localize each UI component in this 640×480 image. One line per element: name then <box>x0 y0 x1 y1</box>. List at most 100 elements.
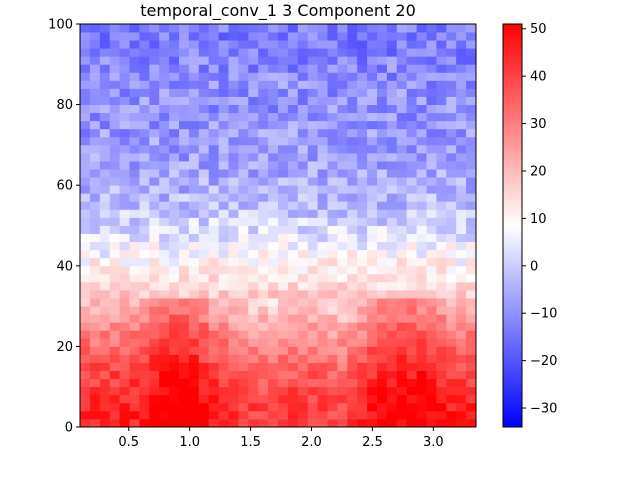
heatmap-cell <box>297 80 309 89</box>
heatmap-cell <box>248 265 259 275</box>
heatmap-cell <box>238 378 249 388</box>
heatmap-cell <box>258 306 269 315</box>
heatmap-cell <box>297 289 309 299</box>
heatmap-cell <box>198 306 210 315</box>
heatmap-cell <box>466 298 477 307</box>
heatmap-cell <box>258 338 269 347</box>
heatmap-cell <box>169 386 180 396</box>
heatmap-cell <box>89 169 101 178</box>
heatmap-cell <box>317 40 328 49</box>
heatmap-cell <box>268 120 279 130</box>
heatmap-cell <box>228 104 239 114</box>
heatmap-cell <box>169 32 180 41</box>
heatmap-cell <box>396 370 408 380</box>
heatmap-cell <box>248 289 259 299</box>
heatmap-cell <box>139 362 150 371</box>
heatmap-cell <box>396 338 408 347</box>
heatmap-cell <box>446 120 457 130</box>
heatmap-cell <box>307 32 318 41</box>
heatmap-cell <box>287 169 299 178</box>
heatmap-cell <box>119 40 130 49</box>
heatmap-cell <box>139 32 150 41</box>
heatmap-cell <box>396 265 408 275</box>
heatmap-cell <box>337 338 348 347</box>
heatmap-cell <box>139 169 150 178</box>
heatmap-cell <box>80 322 91 331</box>
heatmap-cell <box>119 104 130 114</box>
heatmap-cell <box>169 354 180 363</box>
heatmap-cell <box>287 72 299 81</box>
heatmap-cell <box>139 120 150 130</box>
heatmap-cell <box>139 386 150 396</box>
heatmap-cell <box>367 233 378 243</box>
heatmap-cell <box>386 48 398 57</box>
heatmap-cell <box>268 378 279 388</box>
heatmap-cell <box>238 281 249 291</box>
heatmap-cell <box>169 64 180 73</box>
heatmap-cell <box>198 410 210 420</box>
heatmap-cell <box>169 185 180 194</box>
heatmap-cell <box>218 88 229 97</box>
heatmap-cell <box>179 306 190 315</box>
heatmap-cell <box>278 233 289 243</box>
heatmap-cell <box>258 48 269 57</box>
heatmap-cell <box>80 410 91 420</box>
heatmap-cell <box>119 88 130 97</box>
heatmap-cell <box>248 32 259 41</box>
heatmap-cell <box>337 362 348 371</box>
heatmap-cell <box>99 152 111 162</box>
heatmap-cell <box>297 273 309 283</box>
heatmap-cell <box>228 56 239 65</box>
heatmap-cell <box>169 201 180 210</box>
heatmap-cell <box>258 128 269 138</box>
heatmap-cell <box>367 152 378 162</box>
heatmap-cell <box>228 330 239 339</box>
heatmap-cell <box>327 338 338 347</box>
heatmap-cell <box>258 136 269 146</box>
heatmap-cell <box>109 386 120 396</box>
heatmap-cell <box>228 298 239 307</box>
heatmap-cell <box>406 209 417 218</box>
heatmap-cell <box>208 281 219 291</box>
heatmap-cell <box>278 418 289 428</box>
heatmap-cell <box>406 201 417 210</box>
heatmap-cell <box>139 281 150 291</box>
heatmap-cell <box>337 201 348 210</box>
heatmap-cell <box>337 136 348 146</box>
heatmap-cell <box>188 322 200 331</box>
heatmap-cell <box>228 161 239 170</box>
heatmap-cell <box>198 338 210 347</box>
heatmap-cell <box>149 402 160 412</box>
heatmap-cell <box>287 177 299 186</box>
heatmap-cell <box>357 80 368 89</box>
heatmap-cell <box>218 104 229 114</box>
heatmap-cell <box>99 24 111 33</box>
heatmap-cell <box>416 338 427 347</box>
heatmap-cell <box>307 289 318 299</box>
heatmap-cell <box>80 265 91 275</box>
heatmap-cell <box>426 185 437 194</box>
heatmap-cell <box>89 306 101 315</box>
heatmap-cell <box>416 64 427 73</box>
heatmap-cell <box>367 177 378 186</box>
heatmap-cell <box>307 314 318 323</box>
heatmap-cell <box>406 40 417 49</box>
heatmap-cell <box>416 354 427 363</box>
heatmap-cell <box>396 24 408 33</box>
heatmap-cell <box>396 273 408 283</box>
heatmap-cell <box>149 104 160 114</box>
heatmap-cell <box>258 56 269 65</box>
heatmap-cell <box>188 96 200 105</box>
heatmap-cell <box>416 298 427 307</box>
heatmap-cell <box>159 88 170 97</box>
heatmap-cell <box>327 273 338 283</box>
heatmap-cell <box>99 217 111 226</box>
heatmap-cell <box>287 306 299 315</box>
heatmap-cell <box>149 209 160 218</box>
heatmap-cell <box>307 386 318 396</box>
heatmap-cell <box>377 338 388 347</box>
heatmap-cell <box>406 217 417 226</box>
x-tick-label: 1.0 <box>179 435 200 450</box>
heatmap-cell <box>307 104 318 114</box>
heatmap-cell <box>188 48 200 57</box>
